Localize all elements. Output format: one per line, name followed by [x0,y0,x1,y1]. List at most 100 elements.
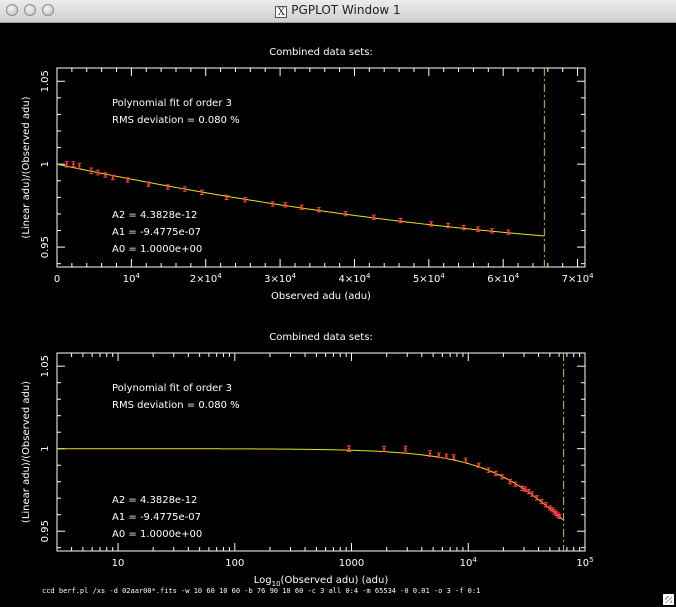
y-tick-label: 1.05 [40,70,51,92]
data-point [346,445,351,453]
coefficient-label: A2 = 4.3828e-12 [112,210,197,221]
data-point [64,160,69,168]
point-marker [535,496,539,500]
point-marker [500,475,504,478]
point-marker [72,162,75,166]
point-marker [317,208,320,211]
fit-annotation: Polynomial fit of order 3 [112,98,232,109]
data-point [200,189,205,196]
data-point [427,450,432,457]
point-marker [544,503,548,506]
data-point [451,454,456,460]
y-axis-label: (Linear adu)/(Observed adu) [21,381,32,523]
data-point [182,186,187,192]
point-marker [476,227,480,231]
data-point [500,474,505,480]
y-tick-label: 1 [40,446,51,452]
point-marker [104,173,107,177]
data-point [382,445,387,452]
coefficient-label: A1 = -9.4775e-07 [112,227,201,238]
window-title-group: X PGPLOT Window 1 [0,3,676,18]
point-marker [372,216,375,219]
fit-curve [56,163,545,237]
data-point [146,181,151,187]
data-point [543,502,548,508]
data-point [429,221,434,227]
data-point [539,498,544,505]
data-point [513,481,518,487]
resize-grip-icon[interactable] [663,594,674,605]
point-marker [540,500,543,503]
point-marker [404,447,407,450]
x-tick-exponent: 5 [589,556,593,564]
point-marker [243,198,247,202]
plot-frame [56,67,586,268]
point-marker [183,187,187,191]
x-tick-exponent: 4 [366,272,371,280]
point-marker [507,230,510,234]
point-marker [530,492,534,496]
point-marker [490,229,494,233]
data-point [95,169,100,176]
close-button[interactable] [6,4,18,16]
point-marker [494,472,497,475]
point-marker [452,455,455,459]
point-marker [445,454,448,458]
x-tick-label: 0 [54,274,60,285]
fit-annotation: RMS deviation = 0.080 % [112,115,240,126]
data-point [71,161,76,168]
data-point [463,457,468,463]
data-point [506,229,511,235]
y-tick-label: 0.95 [40,520,51,542]
point-marker [96,171,100,174]
point-marker [437,454,441,457]
y-tick-label: 1 [40,161,51,167]
data-point [165,184,170,190]
x-tick-label: 100 [225,558,244,569]
point-marker [147,182,150,186]
x-tick-label: 3×104 [264,272,296,285]
point-marker [90,169,93,173]
x-tick-label: 2×104 [190,272,222,285]
title-bar: X PGPLOT Window 1 [0,0,676,23]
y-tick-label: 0.95 [40,236,51,258]
point-marker [166,185,170,189]
x-axis-label: Log10(Observed adu) (adu) [254,575,389,587]
data-point [444,453,449,459]
data-point [490,228,495,234]
point-marker [558,515,561,518]
x-tick-exponent: 4 [589,272,594,280]
point-marker [344,212,347,215]
point-marker [347,447,351,450]
data-point [530,491,535,497]
point-marker [527,490,530,493]
y-tick-label: 1.05 [40,355,51,377]
point-marker [477,464,480,467]
data-point [103,172,108,178]
x11-icon: X [275,6,288,18]
point-marker [382,447,386,450]
minimize-button[interactable] [24,4,36,16]
data-point [486,467,491,473]
point-marker [487,468,490,472]
data-point [436,452,441,459]
zoom-button[interactable] [42,4,54,16]
x-tick-exponent: 4 [440,272,445,280]
x-axis-label: Observed adu (adu) [271,291,371,302]
data-point [535,495,540,501]
chart-title: Combined data sets: [269,332,373,343]
data-point [270,201,275,207]
point-marker [514,482,517,486]
command-line: ccd berf.pl /xs -d 02aar00*.fits -w 10 6… [42,587,481,595]
data-point [224,194,229,201]
point-marker [271,202,274,206]
data-point [110,174,115,181]
data-point [299,204,304,210]
data-point [526,488,531,495]
point-marker [65,162,68,166]
point-marker [428,452,432,455]
plot-canvas: Combined data sets:0 104 2×104 3×104 4×104 5×… [21,47,594,587]
point-marker [284,203,287,207]
data-point [508,479,513,485]
